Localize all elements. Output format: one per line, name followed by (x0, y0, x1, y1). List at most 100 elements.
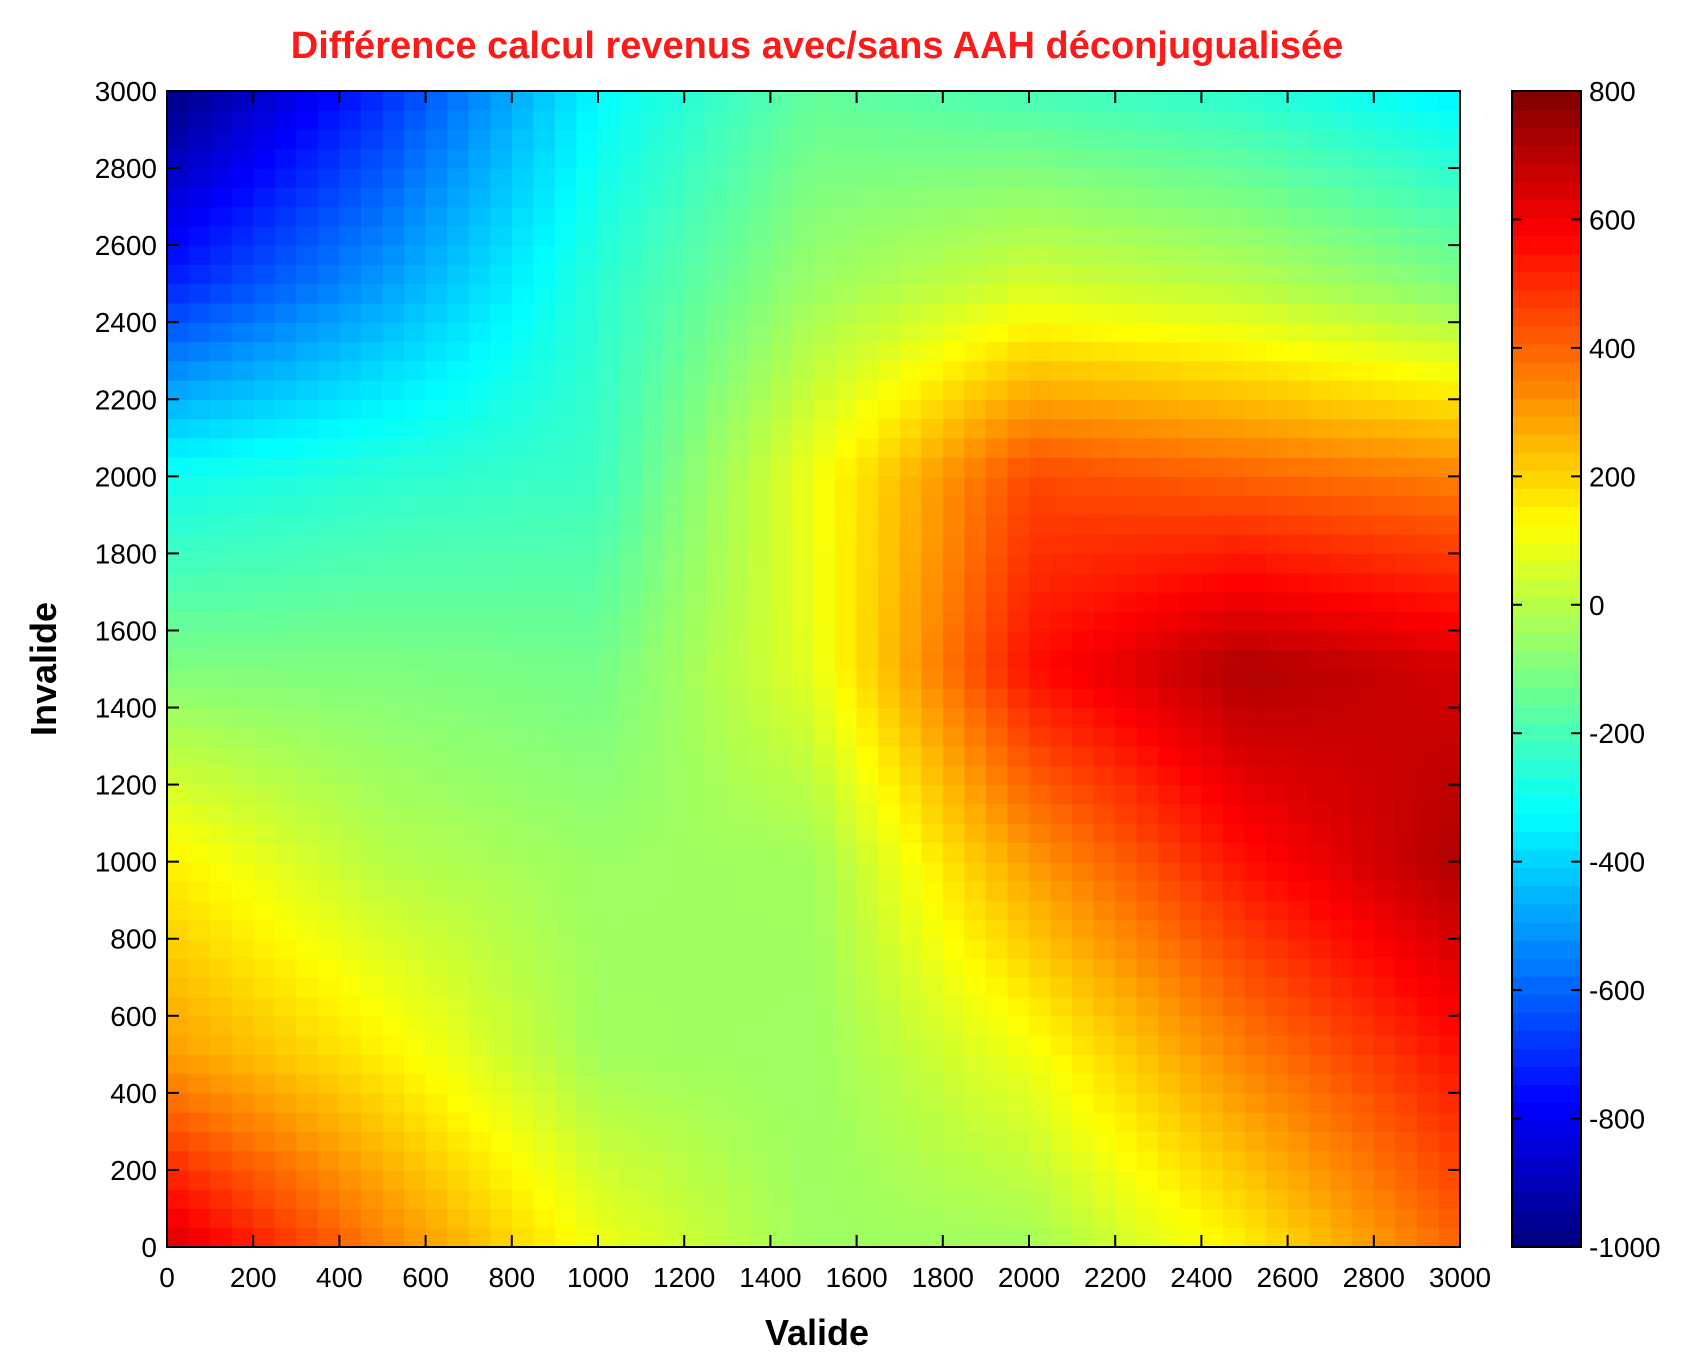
heatmap-cell (1115, 611, 1138, 632)
heatmap-cell (985, 784, 1009, 805)
heatmap-cell (641, 476, 664, 497)
heatmap-cell (1395, 1054, 1418, 1075)
heatmap-cell (942, 1208, 965, 1229)
heatmap-cell (791, 977, 815, 998)
heatmap-cell (1373, 746, 1396, 766)
heatmap-cell (878, 958, 901, 978)
heatmap-cell (511, 418, 534, 439)
heatmap-cell (1158, 360, 1181, 381)
heatmap-cell (1438, 688, 1461, 709)
heatmap-cell (1395, 669, 1418, 689)
heatmap-cell (382, 746, 405, 766)
heatmap-cell (576, 553, 599, 574)
heatmap-cell (554, 437, 578, 458)
heatmap-cell (533, 900, 556, 921)
heatmap-cell (1309, 842, 1332, 863)
heatmap-cell (188, 225, 211, 246)
heatmap-cell (447, 322, 470, 343)
colorbar-level (1512, 560, 1581, 580)
heatmap-cell (425, 476, 448, 497)
heatmap-cell (684, 553, 707, 574)
heatmap-cell (964, 129, 987, 150)
heatmap-cell (274, 630, 297, 651)
heatmap-cell (1395, 803, 1418, 824)
heatmap-cell (210, 649, 233, 670)
heatmap-cell (1438, 1208, 1461, 1229)
heatmap-cell (1050, 977, 1073, 998)
heatmap-cell (662, 1169, 685, 1190)
heatmap-cell (274, 1073, 297, 1094)
heatmap-cell (835, 322, 858, 343)
heatmap-cell (641, 996, 664, 1017)
heatmap-cell (554, 399, 578, 420)
heatmap-cell (921, 110, 944, 131)
heatmap-cell (167, 322, 190, 343)
heatmap-cell (813, 534, 836, 554)
heatmap-cell (835, 129, 858, 150)
heatmap-cell (921, 264, 944, 285)
heatmap-cell (964, 591, 987, 612)
heatmap-cell (878, 534, 901, 554)
heatmap-cell (210, 1035, 233, 1055)
heatmap-cell (1287, 1169, 1310, 1190)
heatmap-cell (425, 437, 448, 458)
heatmap-cell (253, 457, 276, 477)
heatmap-cell (684, 611, 707, 632)
heatmap-cell (360, 803, 384, 824)
heatmap-cell (791, 669, 815, 689)
heatmap-cell (985, 514, 1009, 535)
heatmap-cell (1007, 225, 1030, 246)
heatmap-cell (1179, 900, 1202, 921)
heatmap-cell (835, 148, 858, 169)
heatmap-cell (360, 187, 384, 208)
heatmap-cell (1438, 245, 1461, 265)
heatmap-cell (856, 341, 879, 362)
heatmap-cell (382, 360, 405, 381)
heatmap-cell (1179, 726, 1202, 747)
heatmap-cell (705, 1092, 728, 1113)
heatmap-cell (576, 168, 599, 188)
heatmap-cell (899, 900, 922, 921)
heatmap-cell (1266, 765, 1289, 786)
heatmap-cell (748, 900, 771, 921)
heatmap-cell (210, 187, 233, 208)
heatmap-cell (1222, 129, 1246, 150)
heatmap-cell (468, 341, 491, 362)
heatmap-cell (1093, 611, 1116, 632)
heatmap-cell (447, 1169, 470, 1190)
heatmap-cell (1072, 996, 1095, 1017)
heatmap-cell (468, 784, 491, 805)
heatmap-cell (360, 399, 384, 420)
heatmap-cell (705, 880, 728, 901)
heatmap-cell (490, 611, 513, 632)
heatmap-cell (425, 823, 448, 843)
heatmap-cell (511, 572, 534, 593)
heatmap-cell (1287, 283, 1310, 304)
heatmap-cell (360, 302, 384, 323)
heatmap-cell (1115, 264, 1138, 285)
heatmap-cell (598, 669, 621, 689)
heatmap-cell (317, 803, 340, 824)
heatmap-cell (619, 765, 642, 786)
heatmap-cell (360, 1035, 384, 1055)
heatmap-cell (468, 148, 491, 169)
heatmap-cell (684, 1208, 707, 1229)
heatmap-cell (1093, 803, 1116, 824)
heatmap-cell (727, 958, 750, 978)
heatmap-cell (317, 746, 340, 766)
heatmap-cell (899, 1035, 922, 1055)
heatmap-cell (813, 803, 836, 824)
heatmap-cell (511, 110, 534, 131)
heatmap-cell (1222, 225, 1246, 246)
heatmap-cell (1093, 688, 1116, 709)
heatmap-cell (511, 1015, 534, 1036)
heatmap-cell (490, 245, 513, 265)
heatmap-cell (1244, 1073, 1267, 1094)
heatmap-cell (1115, 591, 1138, 612)
heatmap-cell (1438, 418, 1461, 439)
heatmap-cell (1244, 861, 1267, 882)
heatmap-cell (1244, 514, 1267, 535)
y-tick-label: 1800 (95, 538, 157, 569)
heatmap-cell (1093, 302, 1116, 323)
